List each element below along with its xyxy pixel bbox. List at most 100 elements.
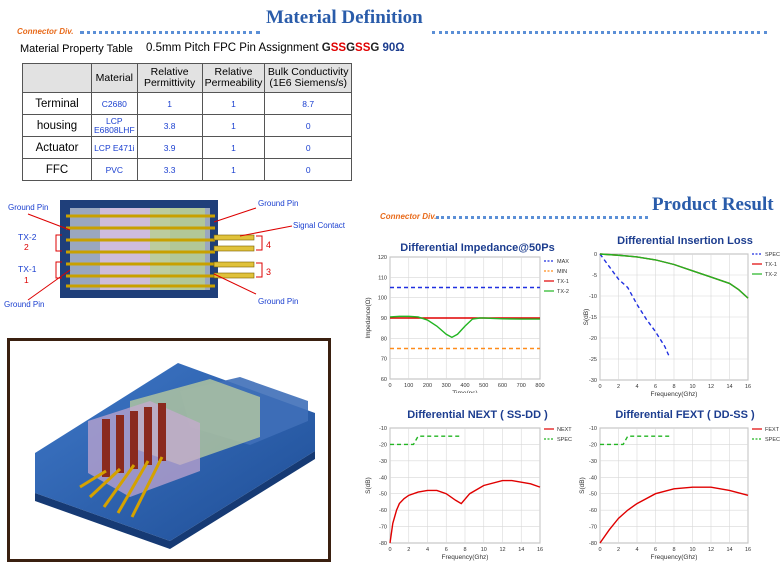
row-name: Actuator — [22, 136, 92, 159]
x-tick-label: 12 — [708, 384, 714, 390]
y-tick-label: -15 — [589, 315, 597, 321]
conductivity-cell: 0 — [264, 114, 352, 137]
y-tick-label: -60 — [589, 508, 597, 514]
y-tick-label: 70 — [381, 357, 387, 363]
conductivity-cell: 0 — [264, 158, 352, 181]
y-tick-label: -80 — [379, 541, 387, 547]
y-axis-label: S(dB) — [583, 309, 590, 326]
pin-assignment-spec: 0.5mm Pitch FPC Pin Assignment — [146, 42, 322, 54]
table-header: Bulk Conductivity (1E6 Siemens/s) — [264, 63, 352, 93]
permittivity-cell: 3.9 — [136, 136, 203, 159]
table-row: FFC PVC 3.3 1 0 — [22, 158, 352, 181]
ground-pin-label-tr: Ground Pin — [258, 199, 298, 208]
pin-letter: S — [330, 42, 339, 54]
x-axis-label: Frequency(Ghz) — [651, 554, 698, 561]
y-tick-label: 100 — [378, 296, 387, 302]
x-tick-label: 600 — [498, 383, 507, 389]
series-line — [599, 486, 749, 544]
x-tick-label: 700 — [517, 383, 526, 389]
pin-letter: S — [362, 42, 371, 54]
permeability-cell: 1 — [201, 136, 266, 159]
pcb-board-edge — [35, 451, 315, 549]
tx2-label: TX-2 — [18, 232, 37, 242]
x-tick-label: 2 — [617, 547, 620, 553]
terminal-pins — [66, 214, 215, 288]
signal-contact-label: Signal Contact — [293, 221, 346, 230]
y-tick-label: -20 — [589, 442, 597, 448]
permeability-cell: 1 — [201, 114, 266, 137]
x-tick-label: 0 — [388, 547, 391, 553]
x-tick-label: 4 — [426, 547, 429, 553]
permeability-cell: 1 — [201, 158, 266, 181]
y-tick-label: -10 — [589, 294, 597, 300]
dotted-divider — [432, 31, 767, 34]
x-tick-label: 10 — [481, 547, 487, 553]
legend-label: MAX — [557, 259, 569, 265]
x-tick-label: 4 — [635, 547, 638, 553]
x-tick-label: 12 — [499, 547, 505, 553]
y-tick-label: -70 — [589, 525, 597, 531]
material-cell: LCP E471i — [91, 136, 138, 159]
x-tick-label: 100 — [404, 383, 413, 389]
x-tick-label: 300 — [442, 383, 451, 389]
y-tick-label: -50 — [379, 492, 387, 498]
pin-letters: GSSGSSG — [322, 42, 380, 54]
dotted-divider — [80, 31, 260, 34]
y-tick-label: -10 — [379, 426, 387, 432]
x-tick-label: 0 — [388, 383, 391, 389]
y-tick-label: -80 — [589, 541, 597, 547]
ffc-overlay — [150, 208, 205, 290]
x-tick-label: 400 — [460, 383, 469, 389]
impedance-chart: 0 100 200 300 400 500 600 700 800 60 70 80 90 100 110 1… — [365, 255, 569, 393]
x-axis-label: Time(ps) — [452, 390, 477, 393]
y-tick-label: -30 — [589, 459, 597, 465]
x-tick-label: 6 — [654, 547, 657, 553]
pin-num-3: 3 — [266, 267, 271, 277]
x-tick-label: 8 — [672, 547, 675, 553]
table-header: Relative Permeability — [201, 63, 266, 93]
permittivity-cell: 3.3 — [136, 158, 203, 181]
dotted-divider — [436, 216, 648, 219]
ground-pin-label-tl: Ground Pin — [8, 203, 48, 212]
y-tick-label: -40 — [589, 475, 597, 481]
chart-title-next: Differential NEXT ( SS-DD ) — [407, 409, 548, 421]
callout-arrows — [27, 207, 293, 301]
y-tick-label: -50 — [589, 492, 597, 498]
chart-title-insertion: Differential Insertion Loss — [617, 235, 753, 247]
series-line — [599, 253, 749, 299]
pin-letter: G — [370, 42, 380, 54]
legend-label: FEXT — [765, 427, 780, 433]
contact-leads — [79, 456, 164, 518]
tx2-num-label: 2 — [24, 242, 29, 252]
x-tick-label: 14 — [726, 384, 732, 390]
material-cell: LCP E6808LHF — [91, 114, 138, 137]
ground-pin-label-br: Ground Pin — [258, 297, 298, 306]
connector-3d-render — [35, 363, 315, 549]
y-tick-label: 0 — [594, 252, 597, 258]
row-name: FFC — [22, 158, 92, 181]
x-tick-label: 8 — [672, 384, 675, 390]
pin-letter: S — [355, 42, 363, 54]
x-tick-label: 800 — [535, 383, 544, 389]
y-tick-label: 60 — [381, 377, 387, 383]
y-tick-label: -25 — [589, 357, 597, 363]
next-chart: 0 2 4 6 8 10 12 14 16 -80 -70 -60 -50 -40 -30 -20 -10 Fre… — [365, 426, 572, 561]
permittivity-cell: 3.8 — [136, 114, 203, 137]
legend-label: SPEC — [765, 437, 780, 443]
pin-letter: G — [346, 42, 356, 54]
x-tick-label: 2 — [617, 384, 620, 390]
conductivity-cell: 0 — [264, 136, 352, 159]
x-tick-label: 2 — [407, 547, 410, 553]
result-division-label: Connector Div. — [380, 212, 437, 221]
terminal-contacts — [102, 403, 166, 477]
y-tick-label: 80 — [381, 336, 387, 342]
material-cell: PVC — [91, 158, 138, 181]
row-name: Terminal — [22, 92, 92, 115]
table-caption: Material Property Table — [20, 43, 133, 55]
y-tick-label: 90 — [381, 316, 387, 322]
x-tick-label: 14 — [518, 547, 524, 553]
legend-label: NEXT — [557, 427, 572, 433]
x-tick-label: 500 — [479, 383, 488, 389]
y-tick-label: -70 — [379, 525, 387, 531]
table-row: Terminal C2680 1 1 8.7 — [22, 92, 352, 115]
